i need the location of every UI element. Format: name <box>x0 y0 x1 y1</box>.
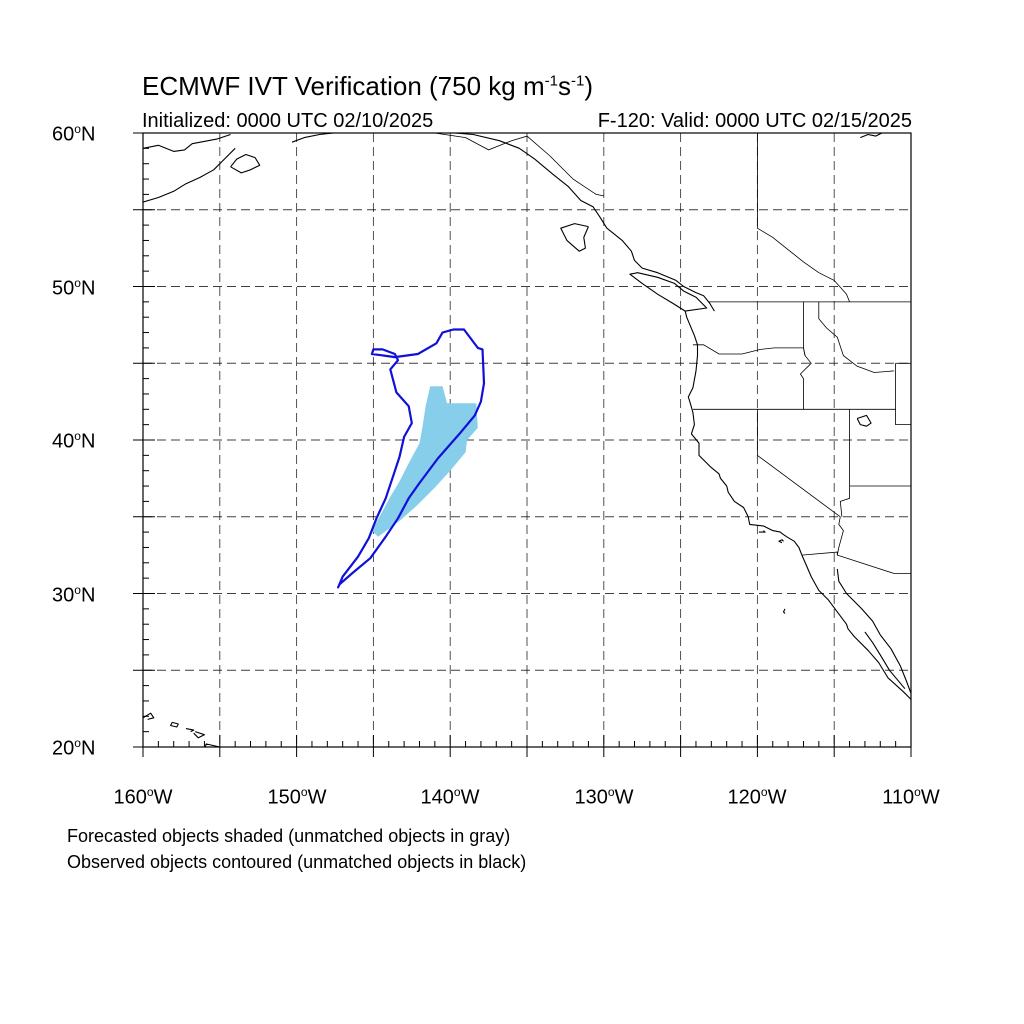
boundary-segment <box>818 301 895 373</box>
coastline-segment <box>629 272 708 312</box>
lon-label-160w: 160oW <box>113 785 173 809</box>
political-boundaries <box>434 133 911 574</box>
coastline-segment <box>864 631 906 690</box>
coastline-segment <box>758 530 766 533</box>
lon-label-110w: 110oW <box>882 785 940 809</box>
coastline-segment <box>143 712 155 720</box>
forecast-legend-note: Forecasted objects shaded (unmatched obj… <box>67 826 511 846</box>
lon-label-130w: 130oW <box>574 785 634 809</box>
boundary-segment <box>434 133 604 197</box>
coastline-segment <box>684 310 803 556</box>
boundary-segment <box>895 363 911 426</box>
axis-ticks <box>133 132 912 757</box>
lon-label-150w: 150oW <box>267 785 327 809</box>
observed-legend-note: Observed objects contoured (unmatched ob… <box>67 852 527 872</box>
boundary-segment <box>757 409 841 518</box>
coastline-segment <box>193 731 205 739</box>
coastline-segment <box>143 147 236 203</box>
boundary-segment <box>757 133 850 303</box>
observed-object-contour <box>337 328 486 589</box>
graticule-grid <box>143 133 911 747</box>
coastline-segment <box>860 133 911 139</box>
forecast-object-shaded <box>371 386 478 537</box>
lat-label-20n: 20oN <box>52 736 96 760</box>
valid-time: F-120: Valid: 0000 UTC 02/15/2025 <box>597 110 912 132</box>
coastline-segment <box>185 728 195 733</box>
lat-label-60n: 60oN <box>52 122 96 146</box>
coastline-segment <box>782 608 786 614</box>
lon-label-140w: 140oW <box>420 785 480 809</box>
coastline-segment <box>560 223 589 252</box>
boundary-segment <box>836 516 844 556</box>
boundary-segment <box>801 551 911 574</box>
boundary-segment <box>692 344 806 356</box>
coastline-segment <box>836 568 911 701</box>
coastline-segment <box>801 554 911 700</box>
coastline-segment <box>291 133 334 143</box>
coastline-segment <box>454 133 715 312</box>
lat-label-50n: 50oN <box>52 276 96 300</box>
boundary-segment <box>839 409 850 517</box>
chart-title: ECMWF IVT Verification (750 kg m-1s-1) <box>142 71 593 101</box>
boundary-segment <box>799 301 812 410</box>
coastline-segment <box>778 539 784 544</box>
initialized-time: Initialized: 0000 UTC 02/10/2025 <box>142 110 434 132</box>
coastline-segment <box>143 133 231 152</box>
coastline-segment <box>170 721 179 728</box>
coastline-segment <box>230 153 261 174</box>
lat-label-30n: 30oN <box>52 583 96 607</box>
lon-label-120w: 120oW <box>727 785 787 809</box>
coastline-segment <box>856 414 872 427</box>
map-frame <box>142 132 912 748</box>
lat-label-40n: 40oN <box>52 429 96 453</box>
